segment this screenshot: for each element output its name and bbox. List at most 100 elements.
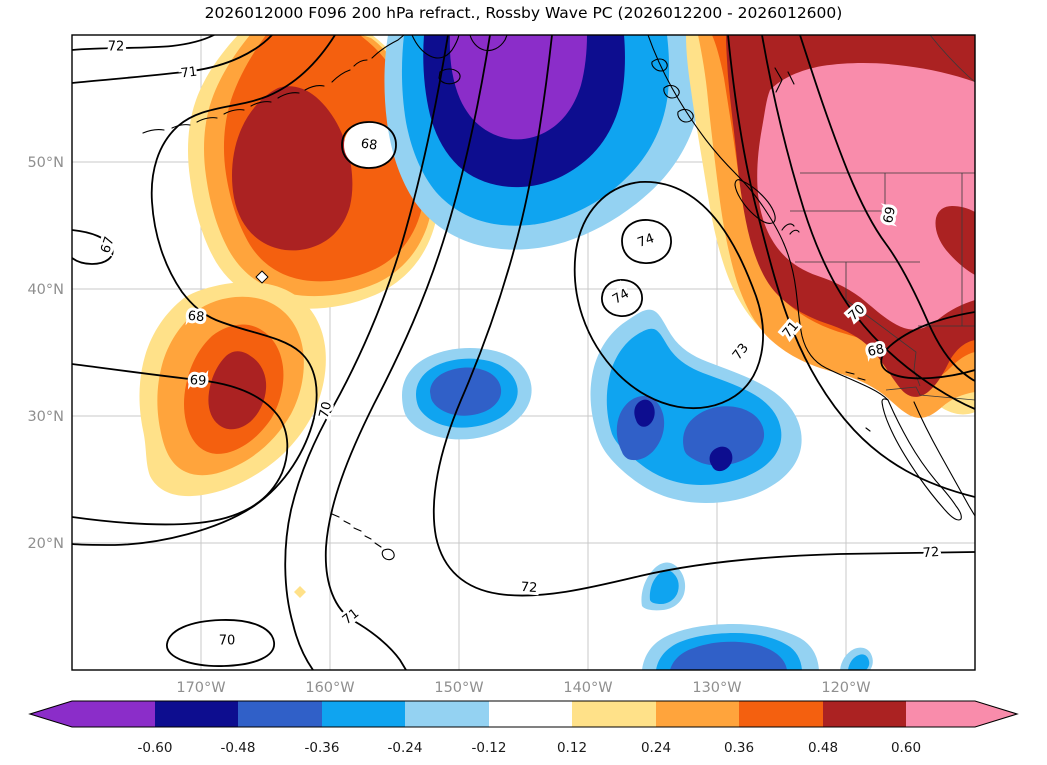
contour-68-w — [72, 35, 336, 546]
contour-label: 70 — [317, 400, 336, 420]
colorbar-tick: -0.24 — [388, 740, 423, 756]
x-tick: 150°W — [434, 680, 483, 696]
alaska-panhandle — [647, 35, 737, 175]
alaska-coast — [411, 35, 508, 59]
gulf-of-california-coast — [913, 401, 975, 517]
puget-notch — [781, 223, 800, 235]
coastlines — [142, 35, 975, 561]
y-tick: 40°N — [27, 282, 64, 298]
contour-72-central — [432, 35, 975, 597]
shading-region — [649, 570, 679, 604]
contour-68-coast — [880, 311, 975, 380]
colorbar-outline — [28, 700, 1019, 728]
shading-region — [848, 654, 870, 670]
inland-borders — [790, 35, 975, 401]
contour-70-coast — [761, 35, 975, 410]
colorbar-segment — [739, 701, 823, 727]
y-tick: 20°N — [27, 536, 64, 552]
shading-region — [449, 35, 587, 140]
y-tick: 30°N — [27, 409, 64, 425]
colorbar-tick: 0.36 — [724, 740, 754, 756]
colorbar-tick: 0.12 — [557, 740, 587, 756]
aleutian-islands — [142, 35, 405, 134]
x-tick: 160°W — [305, 680, 354, 696]
panhandle-islands — [651, 58, 694, 123]
colorbar-segment — [489, 701, 572, 727]
x-tick: 170°W — [176, 680, 225, 696]
contour-label: 72 — [108, 40, 125, 55]
colorbar-segment — [322, 701, 405, 727]
shading-region — [757, 63, 975, 330]
x-tick: 120°W — [821, 680, 870, 696]
bc-coast — [735, 173, 785, 245]
contour-label: 73 — [730, 341, 752, 363]
contour-lines — [72, 35, 975, 670]
hawaii-islands — [331, 513, 395, 561]
y-axis-ticks: 50°N 40°N 30°N 20°N — [27, 155, 64, 552]
colorbar-segment — [656, 701, 739, 727]
x-axis-ticks: 170°W 160°W 150°W 140°W 130°W 120°W — [176, 680, 870, 696]
contour-71-central — [324, 35, 491, 670]
colorbar-segment — [238, 701, 322, 727]
shading-region — [683, 406, 765, 466]
colorbar-segment — [155, 701, 238, 727]
contour-74-loop-a — [621, 219, 672, 264]
contour-label: 70 — [219, 634, 236, 649]
colorbar-segment — [906, 701, 975, 727]
contour-label: 72 — [922, 545, 940, 561]
colorbar-right-arrow — [975, 701, 1017, 727]
contour-label: 69 — [189, 373, 206, 389]
vancouver-island — [734, 179, 776, 224]
shading-region — [634, 399, 655, 427]
contour-71-coast — [727, 35, 975, 498]
shaded-regions — [139, 35, 975, 670]
shading-region — [294, 586, 306, 598]
contour-label: 68 — [187, 309, 205, 325]
colorbar-segment — [572, 701, 656, 727]
contour-69-w — [72, 363, 289, 526]
contour-73-loop — [573, 181, 764, 409]
chart-title: 2026012000 F096 200 hPa refract., Rossby… — [204, 4, 843, 22]
baja-peninsula — [881, 398, 962, 521]
shading-region — [709, 446, 733, 472]
colorbar-segment — [823, 701, 906, 727]
colorbar-tick: -0.36 — [305, 740, 340, 756]
shading-region — [208, 351, 267, 430]
colorbar-tick: 0.48 — [808, 740, 838, 756]
colorbar-tick: 0.60 — [891, 740, 921, 756]
contour-71-nw — [72, 35, 273, 84]
contour-67-w — [72, 229, 114, 265]
kodiak-island — [438, 68, 461, 85]
channel-islands — [845, 371, 871, 432]
tiny-ring — [255, 270, 269, 284]
contour-70-central — [284, 35, 449, 670]
colorbar-left-arrow — [30, 701, 72, 727]
contour-label: 74 — [610, 286, 632, 307]
contour-label: 68 — [360, 136, 378, 153]
contour-70-loop-s — [166, 619, 275, 667]
contour-label: 74 — [636, 231, 657, 251]
contour-label: 71 — [180, 65, 198, 82]
us-west-coast — [783, 243, 889, 401]
colorbar-tick-labels: -0.60 -0.48 -0.36 -0.24 -0.12 0.12 0.24 … — [138, 740, 922, 756]
contour-69-coast — [799, 35, 975, 382]
fjord-marks — [774, 67, 795, 93]
y-tick: 50°N — [27, 155, 64, 171]
x-tick: 130°W — [692, 680, 741, 696]
shading-region — [670, 641, 787, 670]
colorbar-tick: 0.24 — [641, 740, 671, 756]
x-tick: 140°W — [563, 680, 612, 696]
colorbar-tick: -0.48 — [221, 740, 256, 756]
shading-hole — [344, 122, 397, 168]
contour-label: 72 — [520, 580, 538, 596]
contour-68-loop — [341, 121, 397, 169]
contour-74-loop-b — [601, 279, 643, 317]
colorbar-tick: -0.12 — [472, 740, 507, 756]
contour-72-nw — [72, 35, 215, 51]
colorbar-segment — [72, 701, 155, 727]
colorbar: -0.60 -0.48 -0.36 -0.24 -0.12 0.12 0.24 … — [28, 700, 1019, 756]
map-frame — [71, 34, 976, 671]
colorbar-tick: -0.60 — [138, 740, 173, 756]
